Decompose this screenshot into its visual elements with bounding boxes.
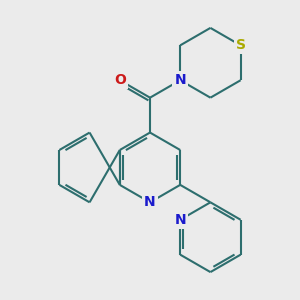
Text: N: N (174, 213, 186, 227)
Text: O: O (114, 73, 126, 87)
Text: N: N (144, 195, 156, 209)
Text: S: S (236, 38, 246, 52)
Text: N: N (174, 73, 186, 87)
